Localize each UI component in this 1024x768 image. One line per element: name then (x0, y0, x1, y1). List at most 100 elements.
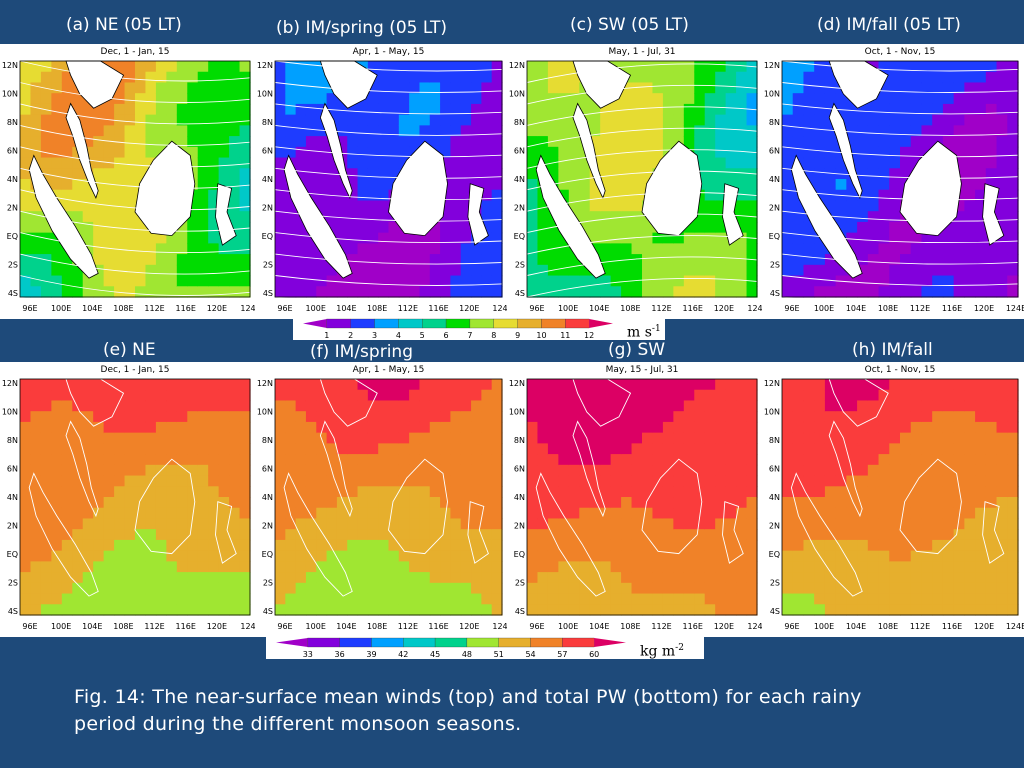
heat-cell (440, 411, 452, 423)
heat-cell (642, 264, 654, 277)
heat-cell (792, 114, 805, 126)
heat-cell (20, 529, 32, 541)
x-tick-label: 120E (714, 622, 734, 631)
heat-cell (208, 497, 220, 509)
heat-cell (867, 157, 880, 169)
heat-cell (124, 582, 136, 595)
coastline (535, 472, 606, 597)
heat-cell (61, 400, 73, 412)
heat-cell (652, 389, 664, 402)
heat-cell (471, 82, 482, 94)
colorbar-label: 7 (467, 331, 472, 340)
heat-cell (285, 200, 297, 212)
wind-unit-text: m s (627, 324, 652, 341)
heat-cell (568, 179, 580, 191)
heat-cell (889, 400, 901, 412)
heat-cell (621, 243, 633, 255)
heat-cell (631, 539, 643, 552)
heat-cell (715, 604, 727, 616)
heat-cell (857, 232, 869, 244)
heat-cell (715, 114, 727, 126)
heat-cell (419, 400, 431, 412)
heat-cell (782, 189, 794, 202)
heat-cell (846, 593, 858, 605)
heat-cell (491, 125, 503, 137)
heat-cell (229, 593, 241, 605)
heat-cell (704, 379, 716, 391)
heat-cell (20, 593, 32, 605)
heat-cell (347, 400, 359, 412)
heat-cell (824, 189, 837, 202)
heat-cell (867, 286, 880, 298)
heat-cell (135, 221, 147, 234)
heat-cell (631, 582, 643, 595)
heat-cell (736, 582, 748, 595)
heat-cell (229, 243, 241, 255)
heat-cell (347, 103, 359, 116)
heat-cell (725, 103, 737, 116)
heat-cell (378, 389, 390, 402)
heat-cell (704, 582, 716, 595)
heat-cell (135, 93, 147, 105)
heat-cell (867, 211, 880, 223)
heat-cell (72, 550, 84, 562)
heat-cell (378, 71, 390, 84)
heat-cell (460, 179, 472, 191)
heat-cell (782, 200, 794, 212)
heat-cell (725, 443, 737, 455)
heat-cell (239, 443, 251, 455)
heat-cell (51, 464, 63, 477)
heat-cell (347, 529, 359, 541)
heat-cell (440, 421, 452, 434)
heat-cell (600, 103, 612, 116)
streamline (274, 275, 503, 286)
heat-cell (166, 518, 178, 530)
heat-cell (336, 389, 348, 402)
heat-cell (491, 71, 503, 84)
heat-cell (82, 593, 94, 605)
heat-cell (1007, 486, 1019, 498)
heat-cell (600, 572, 612, 584)
heat-cell (725, 518, 737, 530)
heat-cell (124, 411, 136, 423)
heat-cell (155, 507, 167, 520)
heat-cell (460, 125, 472, 137)
heat-cell (336, 497, 348, 509)
heat-cell (673, 464, 685, 477)
heat-cell (537, 275, 549, 287)
heat-cell (135, 232, 147, 244)
heat-cell (867, 411, 880, 423)
heat-cell (932, 254, 944, 266)
heat-cell (558, 114, 570, 126)
x-tick-label: 120E (974, 622, 994, 631)
heat-cell (792, 264, 805, 277)
heat-cell (347, 421, 359, 434)
panel-subtitle: Dec, 1 - Jan, 15 (101, 365, 170, 375)
heat-cell (491, 550, 503, 562)
heat-cell (197, 232, 209, 244)
heat-cell (124, 211, 136, 223)
heat-cell (900, 114, 912, 126)
heat-cell (704, 189, 716, 202)
heat-cell (419, 475, 431, 487)
heat-cell (40, 432, 52, 444)
heat-cell (803, 82, 815, 94)
heat-cell (589, 189, 601, 202)
heat-cell (357, 454, 369, 466)
heat-cell (704, 464, 716, 477)
heat-cell (367, 275, 379, 287)
heat-cell (357, 389, 369, 402)
heat-cell (124, 475, 136, 487)
heat-cell (537, 232, 549, 244)
heat-cell (1007, 221, 1019, 234)
heat-cell (673, 93, 685, 105)
heat-cell (40, 443, 52, 455)
heat-cell (440, 593, 452, 605)
heat-cell (285, 61, 297, 73)
heat-cell (40, 93, 52, 105)
heat-cell (824, 379, 837, 391)
heat-cell (471, 561, 482, 573)
heat-cell (305, 604, 317, 616)
heat-cell (642, 379, 654, 391)
heat-cell (652, 243, 664, 255)
